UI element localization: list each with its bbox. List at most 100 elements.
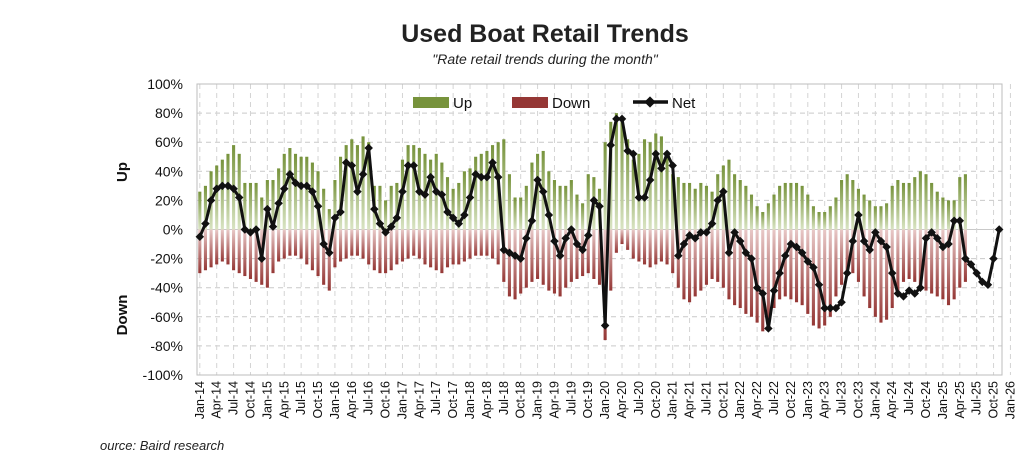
bar-down <box>597 229 602 285</box>
x-tick-label: Oct-24 <box>919 381 933 419</box>
bar-up <box>243 182 247 230</box>
bar-up <box>389 185 393 230</box>
bar-up <box>727 159 731 230</box>
net-point <box>516 254 525 263</box>
net-point <box>600 321 610 330</box>
x-tick-label: Jul-15 <box>294 381 308 415</box>
legend-marker-net <box>644 96 656 108</box>
bar-down <box>800 229 804 306</box>
y-axis-label-up: Up <box>114 162 131 182</box>
net-point <box>432 187 441 196</box>
x-tick-label: Apr-15 <box>277 381 291 419</box>
net-point <box>403 161 413 170</box>
bar-down <box>856 229 860 282</box>
bar-down <box>682 229 686 300</box>
net-point <box>460 210 469 220</box>
y-axis-label-down: Down <box>114 295 131 336</box>
x-tick-label: Jan-21 <box>666 381 680 419</box>
net-point <box>223 181 233 191</box>
y-tick-label: -60% <box>150 309 183 325</box>
bar-down <box>327 229 331 291</box>
bar-down <box>716 229 720 282</box>
net-point <box>280 184 289 194</box>
bar-up <box>620 121 624 230</box>
bar-up <box>811 206 815 230</box>
bar-down <box>907 229 911 279</box>
bar-down <box>496 229 500 265</box>
bar-up <box>581 203 585 230</box>
net-point <box>814 280 824 290</box>
bar-up <box>485 150 489 230</box>
bar-down <box>620 229 624 245</box>
bar-down <box>710 229 714 279</box>
bar-up <box>935 191 939 230</box>
net-point <box>522 233 531 243</box>
bar-down <box>935 229 939 297</box>
bar-up <box>688 182 692 230</box>
x-tick-label: Apr-24 <box>885 381 899 419</box>
bar-down <box>879 229 883 323</box>
bar-up <box>226 153 230 230</box>
bar-down <box>536 229 540 279</box>
net-point <box>831 303 841 313</box>
net-point <box>972 268 981 278</box>
legend-swatch-up <box>413 97 449 108</box>
bar-down <box>575 229 579 279</box>
bar-down <box>479 229 483 256</box>
net-point <box>274 199 283 208</box>
bar-up <box>794 182 799 230</box>
y-tick-label: -40% <box>150 280 183 296</box>
bar-up <box>749 194 754 230</box>
bar-down <box>721 229 725 288</box>
bar-up <box>885 203 889 230</box>
bar-down <box>485 229 489 256</box>
bar-down <box>704 229 709 285</box>
bar-down <box>958 229 962 288</box>
bar-down <box>952 229 956 300</box>
bar-up <box>327 209 331 230</box>
bar-down <box>913 229 917 282</box>
bar-up <box>806 194 810 230</box>
bar-up <box>215 165 219 230</box>
bar-up <box>682 182 686 230</box>
net-point <box>437 190 447 199</box>
bar-down <box>896 229 900 294</box>
net-point <box>325 248 334 258</box>
net-point <box>764 324 773 333</box>
bar-up <box>890 185 894 230</box>
x-tick-label: Apr-18 <box>480 381 494 419</box>
net-series-line <box>195 114 1004 333</box>
bar-down <box>333 229 337 268</box>
net-point <box>285 169 295 179</box>
net-point <box>420 190 430 199</box>
net-point <box>246 228 255 237</box>
bar-up <box>952 200 956 230</box>
bar-down <box>755 229 759 323</box>
bar-up <box>901 182 906 230</box>
bar-up <box>918 171 922 230</box>
net-point <box>916 283 925 292</box>
net-point <box>218 181 227 191</box>
net-point <box>302 181 312 191</box>
bar-down <box>659 229 663 262</box>
bar-down <box>733 229 737 306</box>
bar-down <box>474 229 478 256</box>
net-point <box>251 225 261 234</box>
net-point <box>961 254 970 263</box>
bar-down <box>783 229 787 297</box>
x-tick-label: Oct-25 <box>987 381 1001 419</box>
bar-up <box>896 180 900 230</box>
net-point <box>966 260 976 269</box>
y-tick-label: 100% <box>147 76 183 92</box>
net-point <box>448 213 458 223</box>
bar-down <box>586 229 590 274</box>
bar-up <box>851 180 855 230</box>
bar-down <box>198 229 202 274</box>
net-point <box>201 219 210 228</box>
y-tick-label: -100% <box>143 367 183 383</box>
x-tick-label: Oct-14 <box>243 381 257 419</box>
bar-up <box>755 206 759 230</box>
bar-down <box>277 229 281 262</box>
bar-down <box>299 229 303 259</box>
net-point <box>854 210 863 220</box>
